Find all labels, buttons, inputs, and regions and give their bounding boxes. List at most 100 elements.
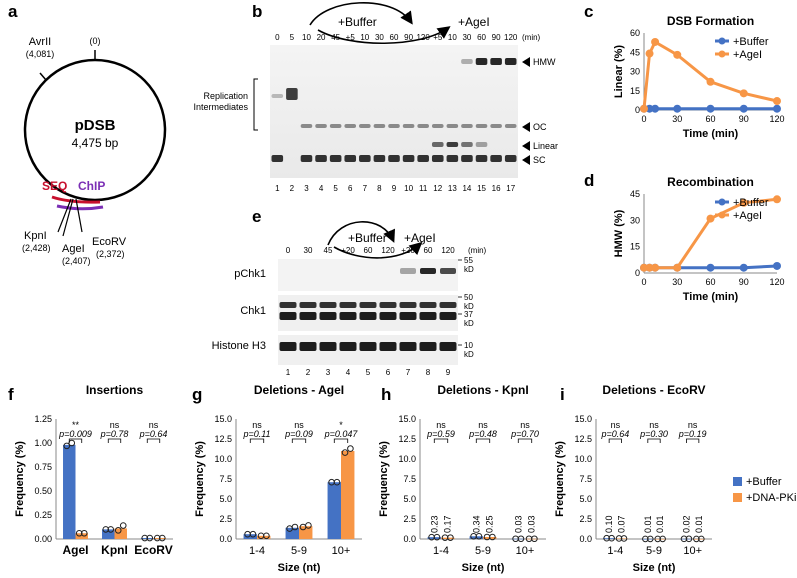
y-tick-label: 5.0 [219, 494, 232, 504]
y-tick-label: 12.5 [398, 434, 416, 444]
chart-title: Insertions [86, 383, 144, 397]
series-point [673, 263, 682, 272]
p-value-label: p=0.09 [284, 429, 313, 439]
data-point [263, 532, 270, 540]
e-arrow-agei [333, 241, 423, 259]
legend: +Buffer +DNA-PKi [733, 476, 796, 504]
bar-data-label: 0.25 [485, 515, 495, 533]
gel-band-sc [461, 155, 473, 162]
b-buffer-label: +Buffer [338, 15, 377, 29]
data-point [102, 526, 110, 533]
b-time-label: +5 [346, 33, 356, 42]
gel-band-sc [388, 155, 400, 162]
y-tick-label: 60 [630, 28, 640, 38]
chip-label: ChIP [78, 179, 105, 193]
e-time-label: 0 [286, 246, 291, 255]
panel-label-a: a [8, 2, 18, 21]
b-time-label: 60 [390, 33, 399, 42]
seq-label: SEQ [42, 179, 67, 193]
blot-band-chk1 [319, 302, 337, 308]
y-tick-label: 30 [630, 215, 640, 225]
gel-band-oc [359, 124, 371, 128]
gel-band-oc [300, 124, 313, 128]
e-time-label: 60 [364, 246, 373, 255]
marker-10-kd: kD [464, 350, 474, 359]
sig-bracket [68, 438, 83, 443]
category-label: 5-9 [291, 545, 307, 557]
legend-label: +Buffer [733, 36, 769, 48]
gel-band-oc [461, 124, 473, 128]
oc-arrow [522, 122, 530, 132]
gel-band-hmw [504, 58, 517, 65]
avrii-pos: (4,081) [26, 49, 55, 59]
blot-band-h3 [359, 342, 377, 351]
series-point [773, 195, 781, 204]
category-label: 10+ [516, 545, 535, 557]
data-point [75, 529, 83, 537]
series-point [739, 263, 748, 272]
legend-marker [718, 198, 726, 206]
gel-band-sc [475, 155, 488, 162]
hmw-label: HMW [533, 57, 556, 67]
blot-band-pchk1 [420, 268, 436, 274]
data-point [63, 442, 71, 450]
y-axis-label: Frequency (%) [14, 441, 26, 517]
data-point [447, 534, 454, 541]
hmw-arrow [522, 57, 530, 67]
e-time-label: 60 [424, 246, 433, 255]
sig-bracket [107, 438, 122, 443]
b-time-label: 120 [416, 33, 430, 42]
kpni-pos: (2,428) [22, 243, 51, 253]
y-tick-label: 7.5 [219, 474, 232, 484]
series-point [645, 104, 654, 113]
data-point [654, 535, 662, 543]
b-lane-number: 8 [377, 184, 382, 193]
b-lane-number: 9 [392, 184, 397, 193]
b-lane-number: 1 [275, 184, 280, 193]
y-tick-label: 10.0 [398, 454, 416, 464]
b-lane-numbers: 1 2 3 4 5 6 7 8 9 10 11 12 13 14 15 16 17 [275, 184, 516, 193]
bar-data-label: 0.01 [655, 515, 665, 533]
y-tick-label: 15.0 [214, 414, 232, 424]
gel-band-sc [373, 155, 386, 162]
chart-title: Deletions - EcoRV [602, 383, 705, 397]
blot-band-h3 [279, 342, 297, 351]
data-point [642, 535, 649, 543]
b-time-label: 30 [375, 33, 384, 42]
bar [75, 533, 88, 539]
series-point [739, 198, 748, 207]
sig-bracket [475, 438, 491, 443]
chart-title: Deletions - KpnI [437, 383, 528, 397]
arrow-agei [317, 26, 451, 45]
series-point [706, 214, 715, 223]
legend-marker [718, 211, 726, 219]
gel-band-oc [490, 124, 502, 128]
ecorv-site-label: EcoRV [92, 236, 127, 248]
p-value-label: p=0.64 [139, 429, 168, 439]
series-point [706, 77, 715, 86]
chart-i: Deletions - EcoRV 0.0 2.5 5.0 7.5 10.0 12.5 15.… [554, 383, 712, 574]
b-agei-label: +AgeI [458, 15, 490, 29]
y-tick-label: 12.5 [574, 434, 592, 444]
blot-pchk1 [278, 259, 458, 291]
gel-band-sc [490, 155, 502, 162]
gel-band-replication [286, 88, 298, 100]
b-lane-number: 15 [477, 184, 486, 193]
significance-label: ns [252, 420, 262, 430]
bar-data-label: 0.03 [513, 515, 523, 533]
sig-bracket [333, 438, 349, 443]
bar [102, 529, 115, 539]
x-tick-label: 120 [769, 114, 784, 124]
x-tick-label: 120 [769, 277, 784, 287]
legend-marker [718, 37, 726, 45]
b-time-label: 10 [302, 33, 311, 42]
data-point [489, 533, 496, 541]
p-value-label: p=0.009 [58, 429, 92, 439]
series-point [706, 263, 715, 272]
blot-band-chk1 [299, 302, 317, 308]
bar-data-label: 0.01 [694, 515, 704, 533]
data-point [80, 529, 88, 537]
series-point [706, 104, 715, 113]
category-label: 1-4 [607, 545, 623, 557]
y-tick-label: 0 [635, 105, 640, 115]
